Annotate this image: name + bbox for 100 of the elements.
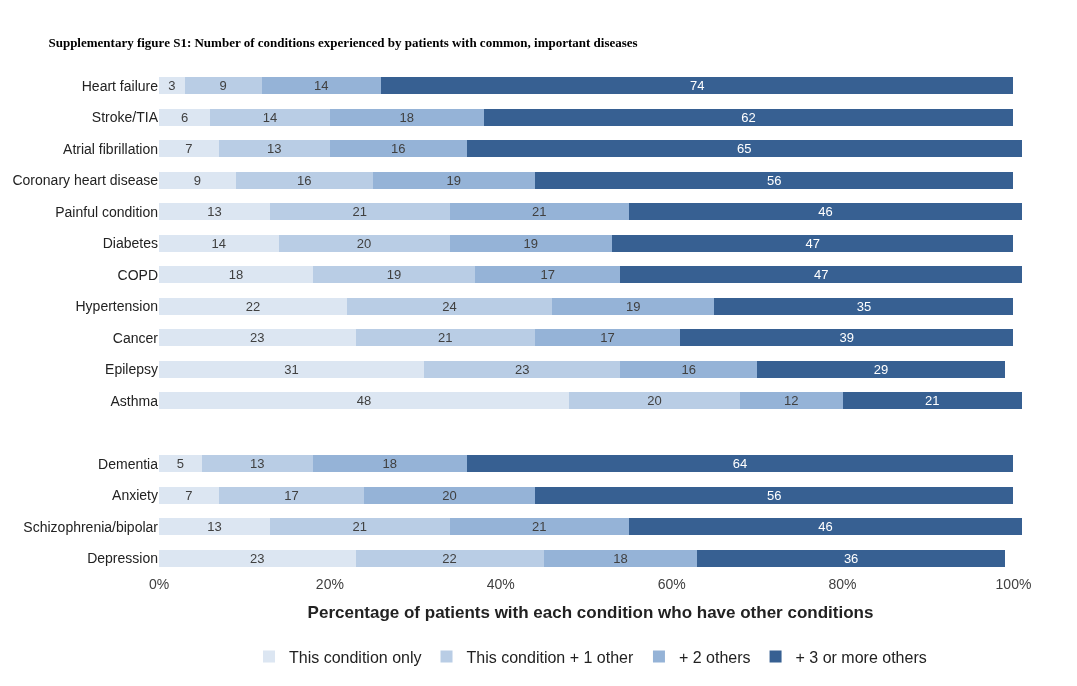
bar xyxy=(757,360,1005,378)
data-label: 21 xyxy=(352,519,368,535)
data-label: 23 xyxy=(250,330,265,346)
data-label: 9 xyxy=(193,172,202,188)
data-label: 14 xyxy=(314,78,329,94)
data-label: 22 xyxy=(442,550,457,566)
bar xyxy=(697,549,1005,567)
data-label: 5 xyxy=(176,456,184,472)
data-label: 56 xyxy=(766,172,782,188)
data-label: 18 xyxy=(399,109,415,125)
legend-label: This condition only xyxy=(289,648,422,666)
data-label: 46 xyxy=(818,204,833,220)
bar xyxy=(218,140,330,158)
data-label: 23 xyxy=(250,550,265,566)
data-label: 47 xyxy=(813,267,829,283)
bar xyxy=(159,140,219,158)
bar xyxy=(159,549,356,567)
data-label: 47 xyxy=(805,235,820,251)
y-tick-label: Atrial fibrillation xyxy=(63,140,158,157)
data-label: 46 xyxy=(818,519,833,535)
data-label: 13 xyxy=(250,456,265,472)
bar xyxy=(159,234,279,252)
bar xyxy=(312,266,476,284)
y-tick-label: Hypertension xyxy=(75,298,158,315)
bar xyxy=(312,455,467,473)
bar xyxy=(278,234,450,252)
bar xyxy=(534,329,681,347)
bar xyxy=(184,77,262,95)
bar xyxy=(620,360,758,378)
bar xyxy=(159,329,356,347)
x-tick-label: 80% xyxy=(828,576,857,592)
data-label: 21 xyxy=(438,330,453,346)
bar xyxy=(218,486,365,504)
y-tick-label: Coronary heart disease xyxy=(12,172,159,189)
bar xyxy=(543,549,698,567)
bar xyxy=(475,266,621,284)
bar xyxy=(466,455,1014,473)
data-label: 39 xyxy=(839,330,855,346)
data-label: 18 xyxy=(613,550,628,566)
legend-label: + 2 others xyxy=(678,648,751,666)
bar xyxy=(159,297,347,315)
data-label: 6 xyxy=(181,109,189,125)
data-label: 64 xyxy=(732,456,748,472)
legend-label: + 3 or more others xyxy=(795,648,927,666)
data-label: 16 xyxy=(391,141,406,157)
bar xyxy=(611,234,1014,252)
data-label: 65 xyxy=(737,141,752,157)
bar xyxy=(483,108,1014,126)
bar xyxy=(270,518,450,536)
bar xyxy=(423,360,621,378)
y-tick-label: Heart failure xyxy=(81,77,159,94)
bar xyxy=(159,171,236,189)
bar xyxy=(159,392,570,410)
bar xyxy=(534,486,1014,504)
bar xyxy=(449,203,629,221)
y-tick-label: Anxiety xyxy=(112,487,158,504)
bar xyxy=(159,203,271,221)
data-label: 20 xyxy=(442,487,457,503)
bar xyxy=(159,486,219,504)
bar xyxy=(740,392,843,410)
x-tick-label: 60% xyxy=(657,576,686,592)
y-tick-label: Cancer xyxy=(112,329,159,346)
data-label: 9 xyxy=(219,78,227,94)
data-label: 19 xyxy=(523,235,538,251)
y-tick-label: Epilepsy xyxy=(105,361,158,378)
bar xyxy=(201,455,313,473)
data-label: 74 xyxy=(690,78,705,94)
bar xyxy=(842,392,1022,410)
bar xyxy=(159,266,313,284)
data-label: 22 xyxy=(245,298,261,314)
bar xyxy=(628,203,1022,221)
bar xyxy=(270,203,450,221)
bar xyxy=(159,108,211,126)
data-label: 19 xyxy=(446,172,462,188)
bar xyxy=(355,329,535,347)
bar xyxy=(159,518,271,536)
data-label: 62 xyxy=(741,109,756,125)
data-label: 24 xyxy=(442,298,457,314)
data-label: 31 xyxy=(284,361,299,377)
y-tick-label: Diabetes xyxy=(102,235,158,252)
data-label: 20 xyxy=(356,235,372,251)
bar xyxy=(466,140,1022,158)
bar xyxy=(364,486,535,504)
data-label: 7 xyxy=(185,141,193,157)
data-label: 29 xyxy=(873,361,889,377)
bar xyxy=(620,266,1022,284)
data-label: 20 xyxy=(647,393,662,409)
bar xyxy=(569,392,741,410)
bar xyxy=(680,329,1014,347)
data-label: 19 xyxy=(625,298,641,314)
data-label: 21 xyxy=(352,204,368,220)
bar xyxy=(210,108,330,126)
x-tick-label: 20% xyxy=(315,576,344,592)
y-tick-label: COPD xyxy=(117,266,158,283)
data-label: 7 xyxy=(185,487,193,503)
data-label: 23 xyxy=(514,361,530,377)
y-tick-label: Schizophrenia/bipolar xyxy=(23,518,159,535)
data-label: 16 xyxy=(297,172,312,188)
data-label: 48 xyxy=(356,393,372,409)
bar xyxy=(552,297,715,315)
